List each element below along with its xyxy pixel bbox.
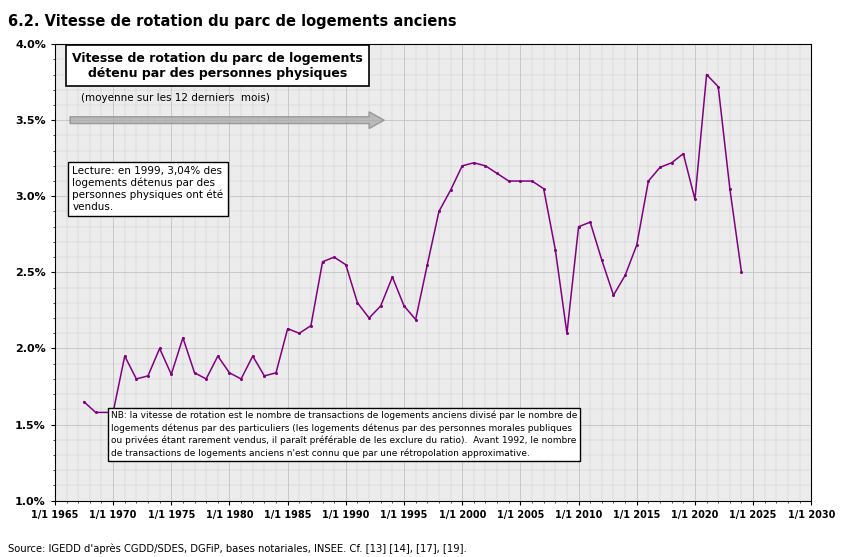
Text: NB: la vitesse de rotation est le nombre de transactions de logements anciens di: NB: la vitesse de rotation est le nombre… bbox=[110, 411, 577, 458]
Text: Vitesse de rotation du parc de logements
détenu par des personnes physiques: Vitesse de rotation du parc de logements… bbox=[72, 52, 363, 80]
Text: Source: IGEDD d'après CGDD/SDES, DGFiP, bases notariales, INSEE. Cf. [13] [14], : Source: IGEDD d'après CGDD/SDES, DGFiP, … bbox=[8, 544, 468, 554]
Text: (moyenne sur les 12 derniers  mois): (moyenne sur les 12 derniers mois) bbox=[81, 93, 269, 103]
Text: 6.2. Vitesse de rotation du parc de logements anciens: 6.2. Vitesse de rotation du parc de loge… bbox=[8, 14, 457, 29]
Text: Lecture: en 1999, 3,04% des
logements détenus par des
personnes physiques ont ét: Lecture: en 1999, 3,04% des logements dé… bbox=[72, 166, 224, 212]
FancyArrow shape bbox=[70, 112, 384, 129]
